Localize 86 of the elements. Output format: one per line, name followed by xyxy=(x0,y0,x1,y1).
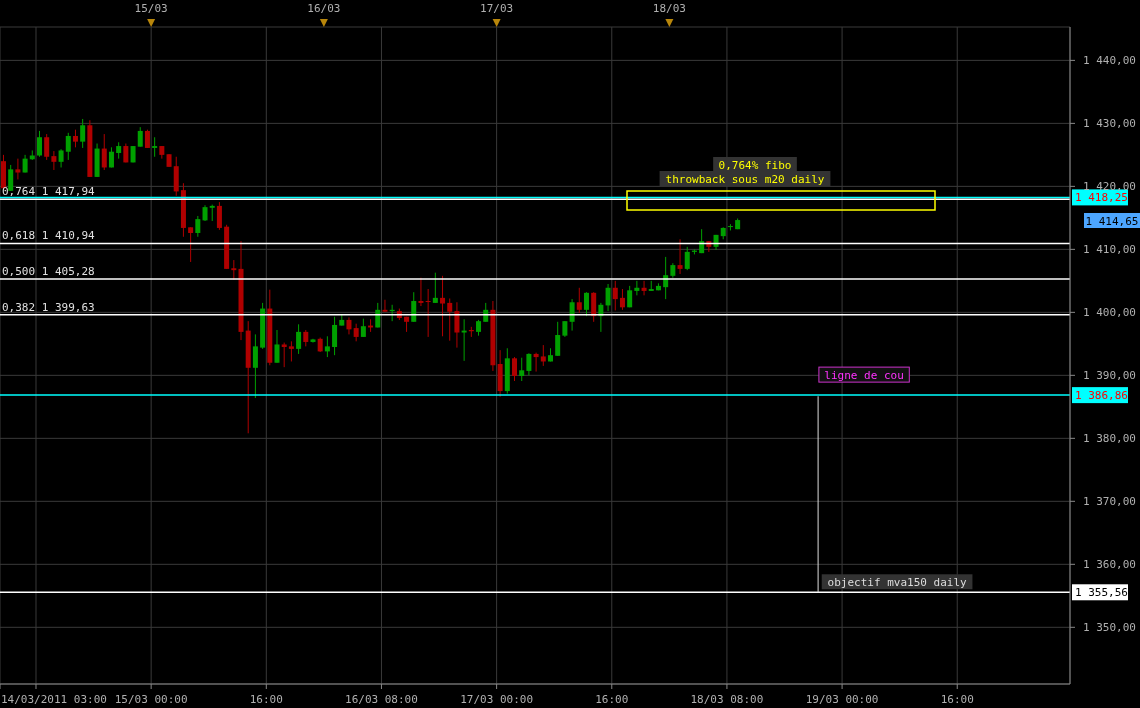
candlestick xyxy=(252,333,258,399)
candlestick xyxy=(382,299,388,313)
candlestick xyxy=(684,246,690,271)
candlestick xyxy=(440,275,446,337)
annotation: throwback sous m20 daily xyxy=(665,173,825,186)
y-tick-label: 1 370,00 xyxy=(1083,495,1136,509)
candlestick xyxy=(583,291,589,317)
candlestick xyxy=(533,352,539,373)
candlestick xyxy=(58,148,64,168)
candlestick xyxy=(512,356,518,382)
x-tick-label: 18/03 08:00 xyxy=(690,693,764,706)
candlestick xyxy=(44,133,50,161)
candlestick xyxy=(137,126,143,148)
candlestick xyxy=(418,277,424,307)
candlestick xyxy=(375,302,381,328)
y-tick-label: 1 390,00 xyxy=(1083,369,1136,383)
candlestick xyxy=(540,344,546,367)
x2-tick-label: 15/03 xyxy=(134,2,168,15)
candlestick xyxy=(605,283,611,312)
candlestick xyxy=(144,129,150,149)
candlestick xyxy=(80,118,86,149)
candlestick xyxy=(195,215,201,238)
candlestick xyxy=(555,321,561,357)
candlestick xyxy=(288,340,294,362)
candlestick xyxy=(65,132,71,161)
ref-line-label: 0,618 1 410,94 xyxy=(2,229,96,243)
candlestick xyxy=(454,301,460,349)
candlestick xyxy=(569,298,575,332)
candlestick xyxy=(274,329,280,364)
candlestick xyxy=(677,238,683,275)
candlestick xyxy=(101,133,107,171)
x-tick-label: 16:00 xyxy=(595,693,629,706)
x-tick-label: 15/03 00:00 xyxy=(114,693,188,706)
candlestick xyxy=(296,323,302,355)
x-tick-label: 16/03 08:00 xyxy=(345,693,418,706)
candlestick xyxy=(634,280,640,296)
candlestick xyxy=(188,226,194,263)
candlestick xyxy=(619,288,625,311)
candlestick xyxy=(432,272,438,304)
x-tick-label: 16:00 xyxy=(940,693,974,706)
candlestick xyxy=(483,302,489,323)
candlestick xyxy=(346,316,352,335)
ref-line-label: 1 418,25 xyxy=(1075,191,1128,205)
y-tick-label: 1 430,00 xyxy=(1083,117,1136,131)
x2-tick-label: 18/03 xyxy=(652,2,686,15)
candlestick xyxy=(15,158,21,180)
candlestick xyxy=(216,201,222,231)
candlestick xyxy=(425,288,431,338)
candlestick xyxy=(324,335,330,358)
candlestick xyxy=(519,357,525,382)
candlestick xyxy=(612,280,618,311)
candlestick xyxy=(641,280,647,296)
candlestick xyxy=(526,352,532,376)
candlestick xyxy=(51,150,57,171)
annotation: 0,764% fibo xyxy=(718,159,792,172)
annotation: ligne de cou xyxy=(824,369,904,383)
ref-line-label: 1 355,56 xyxy=(1075,586,1128,600)
y-tick-label: 1 400,00 xyxy=(1083,306,1136,320)
candlestick xyxy=(461,318,467,362)
ref-line-label: 0,382 1 399,63 xyxy=(2,300,95,314)
x-tick-label: 19/03 00:00 xyxy=(805,693,879,706)
candlestick xyxy=(360,318,366,338)
text: 1 414,65 xyxy=(1085,215,1139,228)
candlestick xyxy=(411,291,417,323)
candlestick xyxy=(447,297,453,342)
y-tick-label: 1 350,00 xyxy=(1083,621,1136,635)
y-tick-label: 1 360,00 xyxy=(1083,558,1136,572)
x2-tick-label: 16/03 xyxy=(307,2,341,15)
y-tick-label: 1 440,00 xyxy=(1083,54,1136,68)
ref-line-label: 1 386,86 xyxy=(1075,389,1128,403)
candlestick xyxy=(36,130,42,158)
candlestick xyxy=(152,136,158,158)
x-tick-label: 16:00 xyxy=(249,693,283,706)
candlestick xyxy=(591,291,597,323)
y-tick-label: 1 380,00 xyxy=(1083,432,1136,446)
y-tick-label: 1 410,00 xyxy=(1083,243,1136,257)
candlestick xyxy=(281,342,287,368)
x2-tick-label: 17/03 xyxy=(480,2,514,15)
ref-line-label: 0,500 1 405,28 xyxy=(2,265,95,279)
candlestick xyxy=(231,259,237,281)
candlestick xyxy=(332,316,338,356)
x-tick-label: 14/03/2011 03:00 xyxy=(1,693,107,706)
ref-line-label: 0,764 1 417,94 xyxy=(2,185,96,199)
x-tick-label: 17/03 00:00 xyxy=(460,693,534,706)
candlestick xyxy=(576,287,582,314)
annotation: objectif mva150 daily xyxy=(827,576,968,590)
